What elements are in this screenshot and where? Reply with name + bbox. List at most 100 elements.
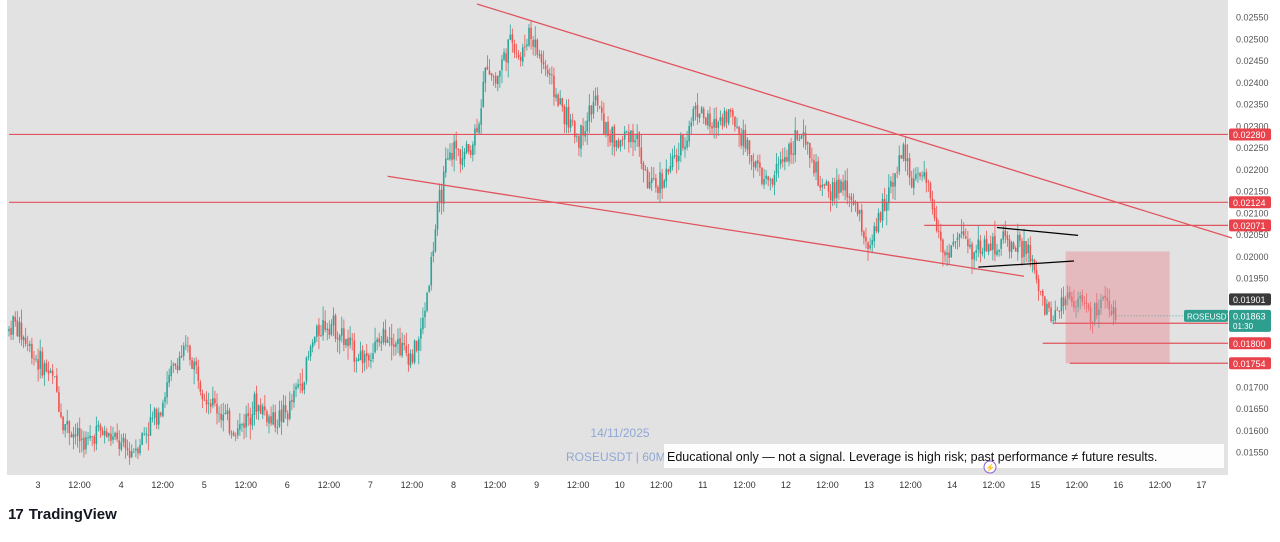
candle-body bbox=[280, 409, 283, 422]
candle-body bbox=[130, 451, 133, 457]
candle-body bbox=[83, 437, 85, 450]
candle-body bbox=[677, 155, 680, 161]
candle-body bbox=[33, 358, 35, 360]
level-price-label: 0.02280 bbox=[1233, 130, 1266, 140]
candle-body bbox=[43, 363, 46, 375]
candle-body bbox=[1017, 234, 1019, 253]
candle-body bbox=[759, 162, 761, 168]
candle-body bbox=[823, 184, 826, 186]
candle-body bbox=[426, 292, 428, 311]
trendline[interactable] bbox=[476, 3, 1233, 239]
candle-body bbox=[89, 435, 91, 439]
candle-body bbox=[910, 177, 913, 188]
x-tick-label: 12:00 bbox=[151, 480, 174, 490]
candle-body bbox=[952, 241, 955, 246]
candle-body bbox=[750, 155, 753, 162]
candle-body bbox=[162, 402, 164, 417]
candle-body bbox=[838, 179, 840, 194]
pattern-line[interactable] bbox=[978, 260, 1075, 268]
candle-body bbox=[330, 324, 333, 335]
candle-body bbox=[26, 344, 29, 346]
candle-body bbox=[62, 416, 64, 431]
candle-body bbox=[682, 134, 684, 149]
candle-body bbox=[919, 172, 921, 177]
candle-body bbox=[979, 240, 982, 254]
candle-body bbox=[586, 120, 589, 132]
candle-body bbox=[484, 67, 487, 83]
x-tick-label: 12:00 bbox=[484, 480, 507, 490]
plot-area[interactable] bbox=[7, 0, 1228, 475]
candle-body bbox=[461, 158, 464, 166]
candle-body bbox=[501, 59, 503, 71]
candle-body bbox=[530, 27, 532, 39]
y-tick-label: 0.01600 bbox=[1236, 426, 1269, 436]
candle-body bbox=[449, 152, 451, 160]
price-axis[interactable] bbox=[1228, 0, 1280, 475]
candle-body bbox=[707, 113, 709, 126]
candle-body bbox=[56, 375, 58, 392]
candle-body bbox=[170, 365, 173, 377]
level-price-label: 0.01754 bbox=[1233, 359, 1266, 369]
candle-body bbox=[85, 437, 87, 450]
candle-body bbox=[355, 360, 358, 362]
candle-body bbox=[981, 251, 984, 254]
candle-body bbox=[168, 375, 170, 383]
level-price-label: 0.02124 bbox=[1233, 198, 1266, 208]
candle-body bbox=[430, 256, 433, 286]
target-zone[interactable] bbox=[1065, 251, 1170, 364]
time-axis[interactable] bbox=[7, 475, 1280, 493]
candle-body bbox=[347, 338, 349, 347]
candle-body bbox=[359, 351, 362, 360]
candle-body bbox=[1077, 298, 1079, 307]
candle-body bbox=[1019, 234, 1021, 241]
candle-body bbox=[519, 56, 522, 61]
x-tick-label: 12:00 bbox=[1149, 480, 1172, 490]
candle-body bbox=[721, 117, 724, 127]
candle-body bbox=[960, 231, 963, 234]
candle-body bbox=[775, 164, 778, 174]
level-price-label-bg bbox=[1229, 196, 1271, 209]
candle-body bbox=[70, 434, 73, 438]
candle-body bbox=[284, 405, 287, 413]
candle-body bbox=[998, 249, 1000, 252]
candle-body bbox=[295, 386, 297, 390]
candle-body bbox=[790, 142, 792, 155]
y-tick-label: 0.02150 bbox=[1236, 187, 1269, 197]
candle-body bbox=[326, 328, 329, 331]
candle-body bbox=[569, 119, 572, 128]
candle-body bbox=[1052, 319, 1054, 321]
y-tick-label: 0.02500 bbox=[1236, 34, 1269, 44]
trendline[interactable] bbox=[387, 175, 1025, 277]
candle-body bbox=[881, 199, 884, 221]
candle-body bbox=[696, 104, 699, 117]
y-tick-label: 0.01700 bbox=[1236, 382, 1269, 392]
candle-body bbox=[239, 424, 241, 430]
x-tick-label: 5 bbox=[202, 480, 207, 490]
candle-body bbox=[259, 404, 262, 414]
candle-body bbox=[769, 179, 772, 181]
candle-body bbox=[58, 392, 60, 412]
last-price-label: 0.01901 bbox=[1233, 295, 1266, 305]
candle-body bbox=[717, 121, 720, 128]
x-tick-label: 12:00 bbox=[234, 480, 257, 490]
candle-body bbox=[1091, 322, 1094, 324]
tradingview-logo[interactable]: 17 TradingView bbox=[8, 506, 117, 523]
candle-body bbox=[729, 110, 732, 112]
candle-body bbox=[478, 124, 480, 134]
candle-body bbox=[933, 208, 936, 219]
candle-body bbox=[763, 179, 765, 185]
candle-body bbox=[68, 421, 71, 434]
candle-body bbox=[877, 213, 880, 232]
candle-body bbox=[956, 237, 959, 241]
candle-body bbox=[1029, 245, 1032, 262]
candle-body bbox=[757, 160, 759, 164]
candle-body bbox=[488, 70, 491, 75]
y-tick-label: 0.01950 bbox=[1236, 274, 1269, 284]
candle-body bbox=[1000, 239, 1002, 249]
candle-body bbox=[1006, 235, 1009, 240]
lightning-icon[interactable] bbox=[983, 460, 997, 474]
pattern-line[interactable] bbox=[996, 226, 1079, 237]
candle-body bbox=[811, 159, 813, 161]
